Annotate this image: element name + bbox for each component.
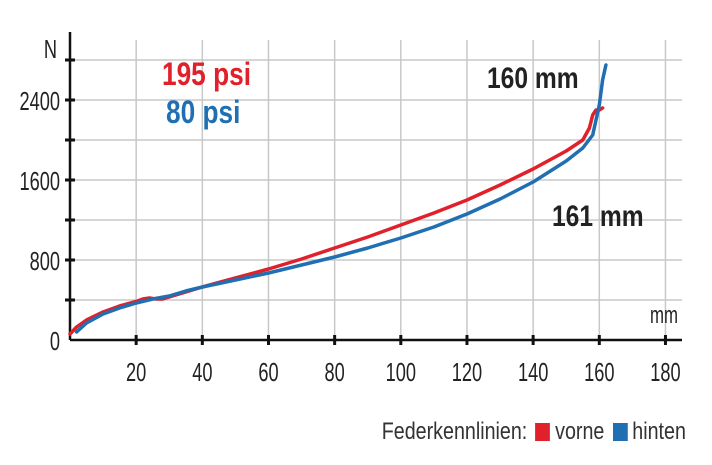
series-lines: [68, 63, 608, 336]
svg-text:100: 100: [386, 358, 416, 387]
x-ticklabel-140: 140: [518, 358, 548, 387]
legend-swatch-hinten: [612, 423, 628, 441]
legend-label-vorne: vorne: [555, 418, 605, 445]
label-161-mm: 161 mm: [552, 200, 644, 233]
svg-text:20: 20: [126, 358, 146, 387]
svg-text:800: 800: [30, 247, 60, 276]
y-axis-unit: N: [44, 35, 57, 64]
legend-swatch-vorne: [535, 423, 551, 441]
svg-text:1600: 1600: [20, 167, 60, 196]
x-ticklabel-120: 120: [452, 358, 482, 387]
y-ticklabel-800: 800: [30, 247, 60, 276]
x-ticklabel-80: 80: [325, 358, 345, 387]
svg-text:80: 80: [325, 358, 345, 387]
legend: Federkennlinien: vorne hinten: [382, 418, 686, 446]
x-ticklabel-40: 40: [192, 358, 212, 387]
svg-text:180: 180: [650, 358, 680, 387]
y-ticklabel-2400: 2400: [20, 87, 60, 116]
axes: [65, 32, 682, 345]
svg-text:140: 140: [518, 358, 548, 387]
label-195-psi: 195 psi: [162, 56, 251, 92]
svg-text:0: 0: [50, 327, 60, 356]
legend-title: Federkennlinien:: [381, 418, 528, 445]
label-80-psi: 80 psi: [166, 94, 241, 130]
svg-text:mm: mm: [650, 302, 678, 329]
y-ticklabel-0: 0: [50, 327, 60, 356]
x-axis-unit: mm: [650, 302, 678, 329]
label-160-mm: 160 mm: [487, 62, 579, 95]
x-ticklabel-60: 60: [258, 358, 278, 387]
svg-text:40: 40: [192, 358, 212, 387]
x-ticklabel-180: 180: [650, 358, 680, 387]
x-ticklabel-100: 100: [386, 358, 416, 387]
x-ticklabel-160: 160: [584, 358, 614, 387]
svg-text:N: N: [44, 35, 57, 64]
svg-text:60: 60: [258, 358, 278, 387]
x-ticklabel-20: 20: [126, 358, 146, 387]
tick-labels: 20 40 60 80 100 120 140 160 180 0 800 1600 2400 Nmm: [20, 35, 681, 387]
legend-label-hinten: hinten: [632, 418, 686, 445]
series-line-hinten: [74, 63, 608, 334]
svg-text:120: 120: [452, 358, 482, 387]
svg-text:2400: 2400: [20, 87, 60, 116]
svg-text:160: 160: [584, 358, 614, 387]
y-ticklabel-1600: 1600: [20, 167, 60, 196]
